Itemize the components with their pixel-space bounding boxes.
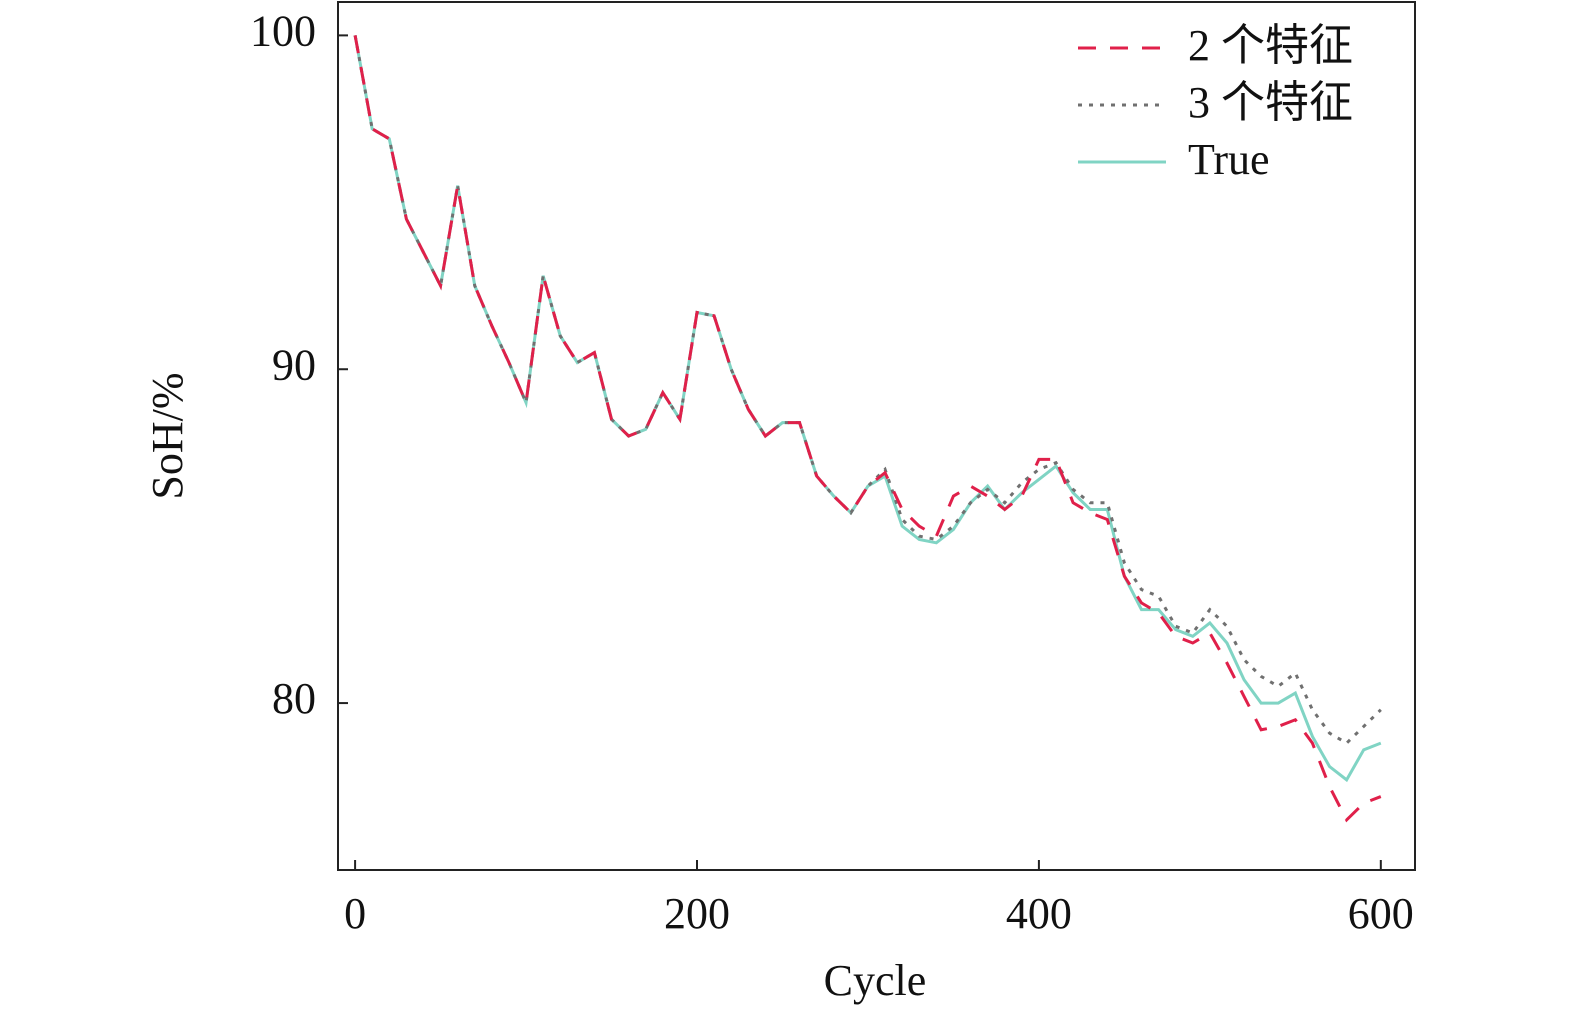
y-tick-label: 80	[272, 674, 316, 723]
y-axis-label: SoH/%	[143, 372, 192, 499]
x-tick-label: 0	[344, 889, 366, 938]
legend-label: 2 个特征	[1188, 21, 1353, 70]
y-tick-label: 90	[272, 340, 316, 389]
plot-frame	[337, 1, 1416, 871]
series-line	[353, 35, 1382, 746]
x-tick-label: 400	[1006, 889, 1072, 938]
x-tick-label: 600	[1348, 889, 1414, 938]
x-tick-label: 200	[664, 889, 730, 938]
series-line	[353, 35, 1382, 783]
legend-label: True	[1188, 135, 1270, 184]
y-tick-label: 100	[250, 6, 316, 55]
x-axis-label: Cycle	[824, 956, 927, 1005]
legend-label: 3 个特征	[1188, 78, 1353, 127]
